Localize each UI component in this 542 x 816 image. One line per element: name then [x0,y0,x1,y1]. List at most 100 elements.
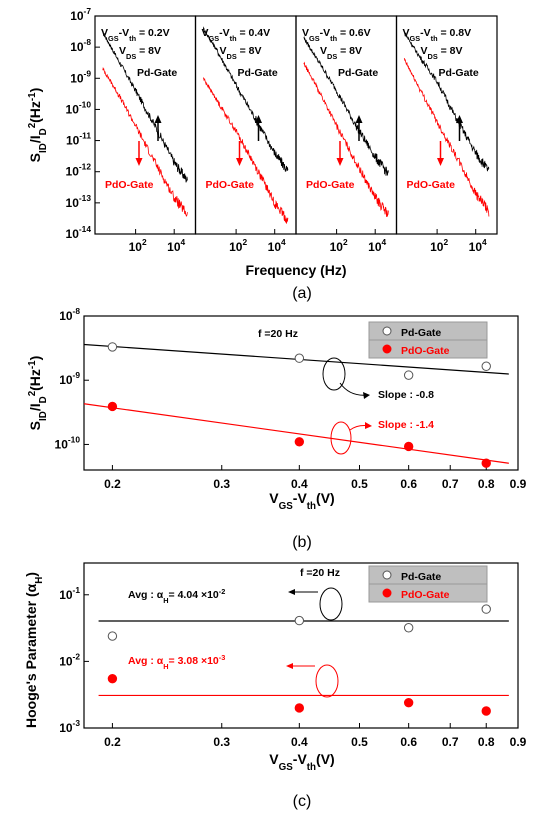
ellipse-pdo-c [315,664,339,698]
subpanel-a-1: 102 104 VGS-Vth = 0.2V VDS = 8V Pd-Gate PdO-G… [94,15,197,254]
x-tick-label: 0.8 [478,477,495,491]
avg-label-pd: Avg : αH= 4.04 ×10-2 [128,587,225,605]
freq-note-b: f =20 Hz [258,328,298,340]
y-axis-title-c: Hooge's Parameter (αH) [23,572,45,728]
data-point-pd-gate [107,342,118,352]
arrow-down-head [236,158,243,166]
pd-gate-label: Pd-Gate [338,67,378,79]
caption-c: (c) [293,793,312,810]
data-point-pdo-gate [403,441,414,452]
vds-label: VDS = 8V [220,45,262,61]
x-tick-label: 0.6 [400,477,417,491]
x-tick-label: 0.8 [478,735,495,749]
x-tick-label: 0.6 [400,735,417,749]
x-axis-title-c: VGS-Vth(V) [269,751,334,773]
x-tick-label-a: 104 [167,237,185,254]
vds-label: VDS = 8V [320,45,362,61]
ellipse-pd [322,357,346,391]
y-tick-label-a: 10-9 [70,68,91,85]
condition-label: VGS-Vth = 0.2V [101,27,170,43]
y-tick-label: 10-9 [59,370,80,387]
subpanel-frame [395,15,498,235]
x-tick-label: 0.9 [510,477,527,491]
condition-label: VGS-Vth = 0.6V [302,27,371,43]
x-tick-label: 0.9 [510,735,527,749]
pdo-gate-label: PdO-Gate [105,179,154,191]
x-tick-label: 0.3 [213,735,230,749]
x-tick-label-a: 102 [129,237,147,254]
x-tick-label-a: 102 [330,237,348,254]
x-tick-label: 0.7 [442,477,459,491]
legend-marker-pd [382,570,392,580]
y-tick-label-a: 10-12 [66,162,92,179]
caption-a: (a) [292,285,312,302]
x-tick-label-a: 102 [430,237,448,254]
x-tick-label: 0.4 [291,477,308,491]
condition-label: VGS-Vth = 0.4V [202,27,271,43]
x-tick-label: 0.2 [104,477,121,491]
x-tick-label: 0.3 [213,477,230,491]
x-tick-label: 0.2 [104,735,121,749]
pdo-gate-label: PdO-Gate [407,179,456,191]
x-tick-label: 0.7 [442,735,459,749]
data-point-pd-gate [107,631,118,641]
subpanel-a-3: 102 104 VGS-Vth = 0.6V VDS = 8V Pd-Gate PdO-G… [295,15,398,254]
y-axis-title-b: SID/ID2(Hz-1) [27,356,49,431]
legend-marker-pd [382,326,392,336]
slope-label-pd: Slope : -0.8 [378,389,434,401]
data-point-pdo-gate [294,437,305,447]
panel-a-noise-spectra: 10-710-810-910-1010-1110-1210-1310-14102… [27,6,498,278]
data-point-pd-gate [403,370,414,380]
legend-label-pdo: PdO-Gate [401,589,450,601]
legend-marker-pdo [382,344,392,354]
arrow-up-head [255,115,262,123]
arrow-up-head [355,115,363,123]
ellipse-pdo [330,421,352,455]
x-axis-title-b: VGS-Vth(V) [269,490,334,512]
subpanel-a-2: 102 104 VGS-Vth = 0.4V VDS = 8V Pd-Gate PdO-G… [194,15,297,254]
x-tick-label-a: 104 [368,237,386,254]
y-tick-label-a: 10-13 [66,193,92,210]
y-tick-label-a: 10-7 [70,6,91,23]
series-trace-pd-gate [102,30,188,183]
series-trace-pdo-gate [403,58,490,217]
data-point-pdo-gate [481,458,491,468]
series-trace-pdo-gate [102,66,188,217]
y-tick-label-a: 10-11 [66,131,91,148]
pd-gate-label: Pd-Gate [439,67,479,79]
fit-line-pdo-gate [83,403,509,464]
pointer-head-pdo [365,422,372,429]
pdo-gate-label: PdO-Gate [206,179,255,191]
data-point-pd-gate [481,361,491,371]
pointer-head-pdo-c [286,663,293,669]
avg-label-pdo: Avg : αH= 3.08 ×10-3 [128,653,225,671]
legend-label-pdo: PdO-Gate [401,345,450,357]
legend-label-pd: Pd-Gate [401,571,441,583]
data-point-pdo-gate [107,401,118,412]
legend-box-2 [368,339,488,359]
x-tick-label: 0.4 [291,735,308,749]
data-point-pd-gate [294,353,305,363]
legend-box-2 [368,583,488,603]
arrow-up-head [154,115,162,123]
data-point-pdo-gate [294,703,305,713]
subpanel-a-4: 102 104 VGS-Vth = 0.8V VDS = 8V Pd-Gate PdO-G… [395,15,498,254]
y-tick-label-a: 10-8 [70,37,91,54]
pd-gate-label: Pd-Gate [137,67,177,79]
arrow-down-head [336,158,344,166]
pointer-head-pd [363,392,370,399]
panel-b-noise-vs-voltage: 0.2 0.3 0.4 0.5 0.6 0.7 0.8 0.9 10-8 10-9 10-10 Pd-… [27,306,527,512]
y-tick-label: 10-10 [55,434,81,451]
series-trace-pd-gate [303,35,389,176]
data-point-pd-gate [481,604,491,614]
x-axis-title-a: Frequency (Hz) [245,262,346,278]
data-point-pdo-gate [481,706,491,716]
y-tick-label: 10-8 [59,306,80,323]
x-tick-label: 0.5 [351,735,368,749]
caption-b: (b) [292,534,312,551]
y-tick-label: 10-3 [59,718,80,735]
arrow-up-head [456,115,463,123]
vds-label: VDS = 8V [119,45,161,61]
vds-label: VDS = 8V [421,45,463,61]
